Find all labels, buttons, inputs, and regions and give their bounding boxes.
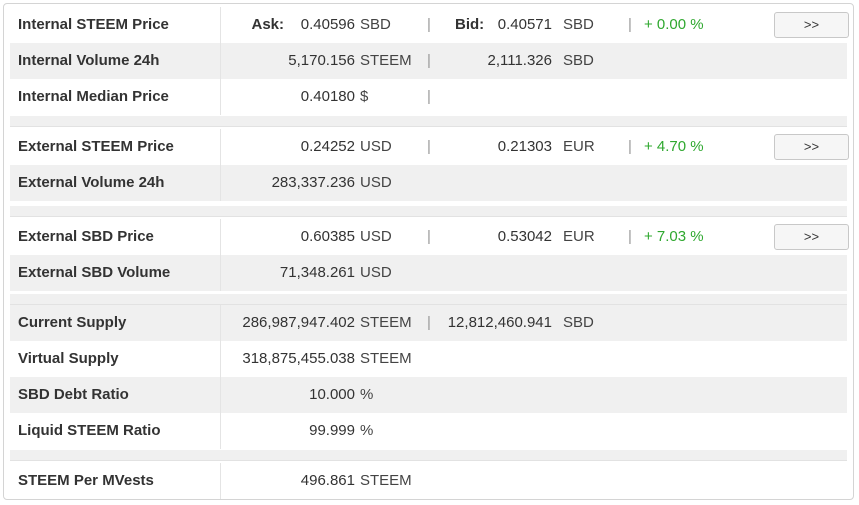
value-primary: 0.40180 [300, 88, 355, 105]
row-steem-per-mvests: STEEM Per MVests 496.861 STEEM [10, 463, 847, 499]
row-internal-median: Internal Median Price 0.40180 $ | [10, 79, 847, 115]
unit-primary: STEEM [360, 52, 412, 69]
label-internal-volume: Internal Volume 24h [10, 43, 221, 79]
row-external-steem-price: External STEEM Price 0.24252 USD | 0.213… [10, 129, 849, 165]
unit-primary: USD [360, 228, 392, 245]
label-external-sbd-price: External SBD Price [10, 219, 221, 255]
row-sbd-debt-ratio: SBD Debt Ratio 10.000 % [10, 377, 847, 413]
internal-price-detail-button[interactable]: >> [774, 12, 849, 38]
separator: | [427, 228, 431, 245]
ask-unit: SBD [360, 16, 391, 33]
unit-primary: STEEM [360, 350, 412, 367]
separator: | [628, 138, 632, 155]
value-secondary: 0.53042 [497, 228, 552, 245]
value-primary: 71,348.261 [279, 264, 355, 281]
row-internal-steem-price: Internal STEEM Price Ask: 0.40596 SBD | … [10, 7, 849, 43]
label-external-steem-price: External STEEM Price [10, 129, 221, 165]
change-percent: + 4.70 % [644, 138, 704, 155]
row-virtual-supply: Virtual Supply 318,875,455.038 STEEM [10, 341, 847, 377]
value-primary: 286,987,947.402 [242, 314, 355, 331]
row-external-sbd-volume: External SBD Volume 71,348.261 USD [10, 255, 847, 291]
label-current-supply: Current Supply [10, 305, 221, 341]
row-external-sbd-price: External SBD Price 0.60385 USD | 0.53042… [10, 219, 849, 255]
separator: | [628, 228, 632, 245]
label-internal-steem-price: Internal STEEM Price [10, 7, 221, 43]
label-virtual-supply: Virtual Supply [10, 341, 221, 377]
unit-primary: $ [360, 88, 369, 105]
unit-primary: % [360, 422, 374, 439]
value-secondary: 2,111.326 [487, 52, 552, 69]
unit-secondary: SBD [563, 314, 594, 331]
value-primary: 5,170.156 [288, 52, 355, 69]
label-internal-median: Internal Median Price [10, 79, 221, 115]
label-external-sbd-volume: External SBD Volume [10, 255, 221, 291]
section-divider [10, 116, 847, 127]
unit-primary: USD [360, 174, 392, 191]
label-steem-per-mvests: STEEM Per MVests [10, 463, 221, 499]
value-primary: 99.999 [309, 422, 355, 439]
change-percent: + 7.03 % [644, 228, 704, 245]
unit-secondary: EUR [563, 228, 595, 245]
row-external-volume: External Volume 24h 283,337.236 USD [10, 165, 847, 201]
value-secondary: 0.21303 [497, 138, 552, 155]
value-primary: 283,337.236 [271, 174, 355, 191]
section-divider [10, 206, 847, 217]
bid-label: Bid: [455, 16, 485, 33]
value-primary: 0.60385 [300, 228, 355, 245]
label-sbd-debt-ratio: SBD Debt Ratio [10, 377, 221, 413]
unit-primary: USD [360, 264, 392, 281]
unit-primary: USD [360, 138, 392, 155]
row-liquid-steem-ratio: Liquid STEEM Ratio 99.999 % [10, 413, 847, 449]
unit-primary: STEEM [360, 472, 412, 489]
value-primary: 496.861 [300, 472, 355, 489]
unit-secondary: EUR [563, 138, 595, 155]
unit-secondary: SBD [563, 52, 594, 69]
section-divider [10, 450, 847, 461]
external-sbd-price-detail-button[interactable]: >> [774, 224, 849, 250]
separator: | [427, 52, 431, 69]
separator: | [427, 88, 431, 105]
unit-primary: % [360, 386, 374, 403]
external-steem-price-detail-button[interactable]: >> [774, 134, 849, 160]
change-percent: + 0.00 % [644, 16, 704, 33]
unit-primary: STEEM [360, 314, 412, 331]
value-primary: 318,875,455.038 [242, 350, 355, 367]
label-external-volume: External Volume 24h [10, 165, 221, 201]
ask-label: Ask: [251, 16, 284, 33]
section-divider [10, 294, 847, 305]
row-current-supply: Current Supply 286,987,947.402 STEEM | 1… [10, 305, 847, 341]
separator: | [427, 16, 431, 33]
row-internal-volume: Internal Volume 24h 5,170.156 STEEM | 2,… [10, 43, 847, 79]
label-liquid-steem-ratio: Liquid STEEM Ratio [10, 413, 221, 449]
ask-value: 0.40596 [300, 16, 355, 33]
separator: | [427, 138, 431, 155]
separator: | [427, 314, 431, 331]
market-stats-panel: Internal STEEM Price Ask: 0.40596 SBD | … [3, 3, 854, 500]
value-secondary: 12,812,460.941 [447, 314, 552, 331]
separator: | [628, 16, 632, 33]
bid-value: 0.40571 [497, 16, 552, 33]
value-primary: 0.24252 [300, 138, 355, 155]
bid-unit: SBD [563, 16, 594, 33]
value-primary: 10.000 [309, 386, 355, 403]
